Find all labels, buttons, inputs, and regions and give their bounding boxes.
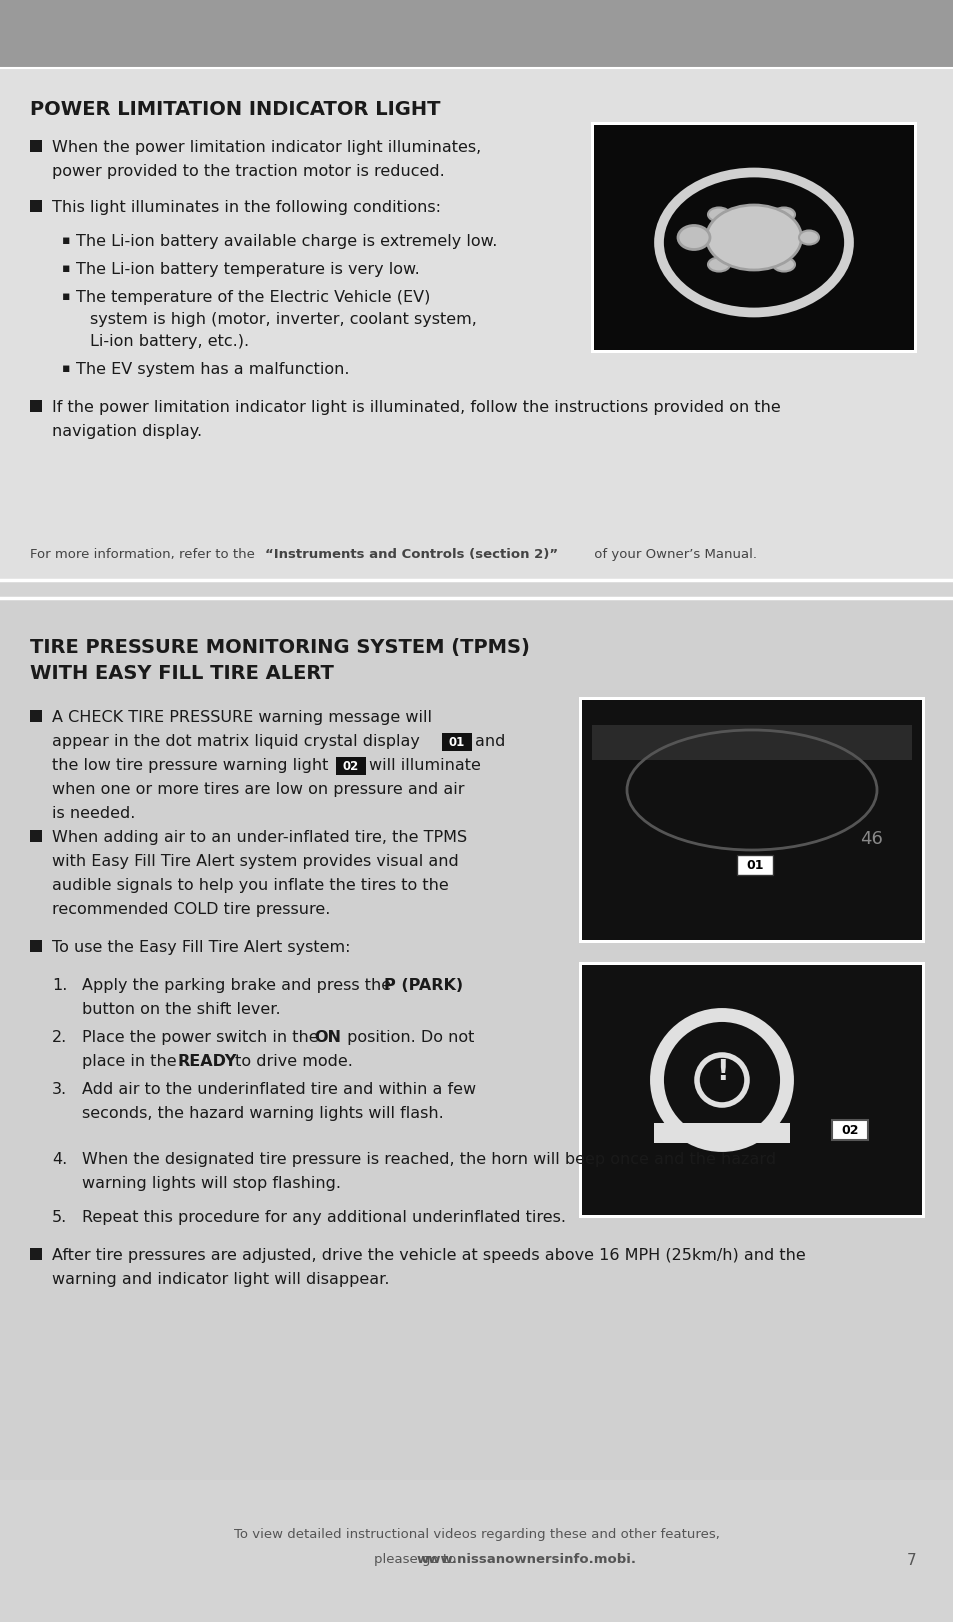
Ellipse shape [707,208,729,222]
Text: If the power limitation indicator light is illuminated, follow the instructions : If the power limitation indicator light … [52,401,780,415]
Text: is needed.: is needed. [52,806,135,821]
Text: 5.: 5. [52,1210,67,1225]
Text: Repeat this procedure for any additional underinflated tires.: Repeat this procedure for any additional… [82,1210,565,1225]
Text: 3.: 3. [52,1082,67,1096]
Bar [594,125,913,350]
Text: 01: 01 [449,736,465,749]
Text: Add air to the underinflated tire and within a few: Add air to the underinflated tire and wi… [82,1082,476,1096]
Bar [30,200,42,212]
Text: P (PARK): P (PARK) [384,978,462,993]
Text: seconds, the hazard warning lights will flash.: seconds, the hazard warning lights will … [82,1106,443,1121]
Text: system is high (motor, inverter, coolant system,: system is high (motor, inverter, coolant… [90,311,476,328]
Text: 1.: 1. [52,978,68,993]
Text: 2.: 2. [52,1030,67,1045]
Text: ▪: ▪ [62,234,71,247]
Bar [30,1247,42,1260]
Text: This light illuminates in the following conditions:: This light illuminates in the following … [52,200,440,216]
Text: ▪: ▪ [62,290,71,303]
Bar [592,725,911,761]
Text: ▪: ▪ [62,263,71,276]
Text: 02: 02 [342,761,358,774]
Text: power provided to the traction motor is reduced.: power provided to the traction motor is … [52,164,444,178]
Text: warning and indicator light will disappear.: warning and indicator light will disappe… [52,1272,389,1286]
Text: 01: 01 [745,860,763,873]
Ellipse shape [697,1054,746,1105]
Bar [0,0,953,68]
Bar [30,139,42,152]
Text: button on the shift lever.: button on the shift lever. [82,1002,280,1017]
Text: ON: ON [314,1030,340,1045]
Ellipse shape [772,208,794,222]
Text: and: and [475,735,505,749]
Text: POWER LIMITATION INDICATOR LIGHT: POWER LIMITATION INDICATOR LIGHT [30,101,440,118]
Text: please go to: please go to [374,1552,459,1565]
Text: ▪: ▪ [62,362,71,375]
Text: 7: 7 [906,1552,916,1568]
Text: with Easy Fill Tire Alert system provides visual and: with Easy Fill Tire Alert system provide… [52,855,458,869]
Text: warning lights will stop flashing.: warning lights will stop flashing. [82,1176,340,1191]
Ellipse shape [799,230,818,245]
Text: When the power limitation indicator light illuminates,: When the power limitation indicator ligh… [52,139,480,156]
Bar [30,941,42,952]
Text: recommended COLD tire pressure.: recommended COLD tire pressure. [52,902,330,916]
Ellipse shape [707,258,729,271]
Bar [831,1121,867,1140]
Bar [335,757,366,775]
Text: !: ! [715,1058,727,1087]
Text: After tire pressures are adjusted, drive the vehicle at speeds above 16 MPH (25k: After tire pressures are adjusted, drive… [52,1247,805,1264]
Text: will illuminate: will illuminate [369,757,480,774]
Bar [654,1122,789,1144]
Bar [0,68,953,581]
Text: when one or more tires are low on pressure and air: when one or more tires are low on pressu… [52,782,464,796]
Text: A CHECK TIRE PRESSURE warning message will: A CHECK TIRE PRESSURE warning message wi… [52,710,432,725]
Ellipse shape [678,225,709,250]
Bar [578,697,924,942]
Text: appear in the dot matrix liquid crystal display: appear in the dot matrix liquid crystal … [52,735,419,749]
Text: of your Owner’s Manual.: of your Owner’s Manual. [589,548,757,561]
Bar [30,401,42,412]
Ellipse shape [772,258,794,271]
Text: Li-ion battery, etc.).: Li-ion battery, etc.). [90,334,249,349]
Text: The Li-ion battery available charge is extremely low.: The Li-ion battery available charge is e… [76,234,497,250]
Bar [30,710,42,722]
Text: to drive mode.: to drive mode. [230,1054,353,1069]
Text: 02: 02 [841,1124,858,1137]
Text: WITH EASY FILL TIRE ALERT: WITH EASY FILL TIRE ALERT [30,663,334,683]
Text: Place the power switch in the: Place the power switch in the [82,1030,323,1045]
Text: 4.: 4. [52,1152,67,1166]
Text: The temperature of the Electric Vehicle (EV): The temperature of the Electric Vehicle … [76,290,430,305]
Bar [581,965,921,1215]
Text: The Li-ion battery temperature is very low.: The Li-ion battery temperature is very l… [76,263,419,277]
Bar [737,855,772,874]
Text: For more information, refer to the: For more information, refer to the [30,548,259,561]
Text: 46: 46 [860,830,882,848]
Bar [441,733,472,751]
Bar [581,701,921,941]
Bar [30,830,42,842]
Text: To view detailed instructional videos regarding these and other features,: To view detailed instructional videos re… [233,1528,720,1541]
Ellipse shape [706,204,801,269]
Text: The EV system has a malfunction.: The EV system has a malfunction. [76,362,349,376]
Bar [0,599,953,1479]
Text: Apply the parking brake and press the: Apply the parking brake and press the [82,978,395,993]
Text: When adding air to an under-inflated tire, the TPMS: When adding air to an under-inflated tir… [52,830,467,845]
Text: navigation display.: navigation display. [52,423,202,440]
Text: the low tire pressure warning light: the low tire pressure warning light [52,757,328,774]
Text: place in the: place in the [82,1054,182,1069]
Text: To use the Easy Fill Tire Alert system:: To use the Easy Fill Tire Alert system: [52,941,350,955]
Text: READY: READY [178,1054,237,1069]
Text: When the designated tire pressure is reached, the horn will beep once and the ha: When the designated tire pressure is rea… [82,1152,776,1166]
Text: audible signals to help you inflate the tires to the: audible signals to help you inflate the … [52,878,448,894]
Text: position. Do not: position. Do not [341,1030,474,1045]
Bar [578,962,924,1218]
Text: www.nissanownersinfo.mobi.: www.nissanownersinfo.mobi. [416,1552,637,1565]
Bar [590,122,916,354]
Text: TIRE PRESSURE MONITORING SYSTEM (TPMS): TIRE PRESSURE MONITORING SYSTEM (TPMS) [30,637,529,657]
Text: “Instruments and Controls (section 2)”: “Instruments and Controls (section 2)” [265,548,558,561]
